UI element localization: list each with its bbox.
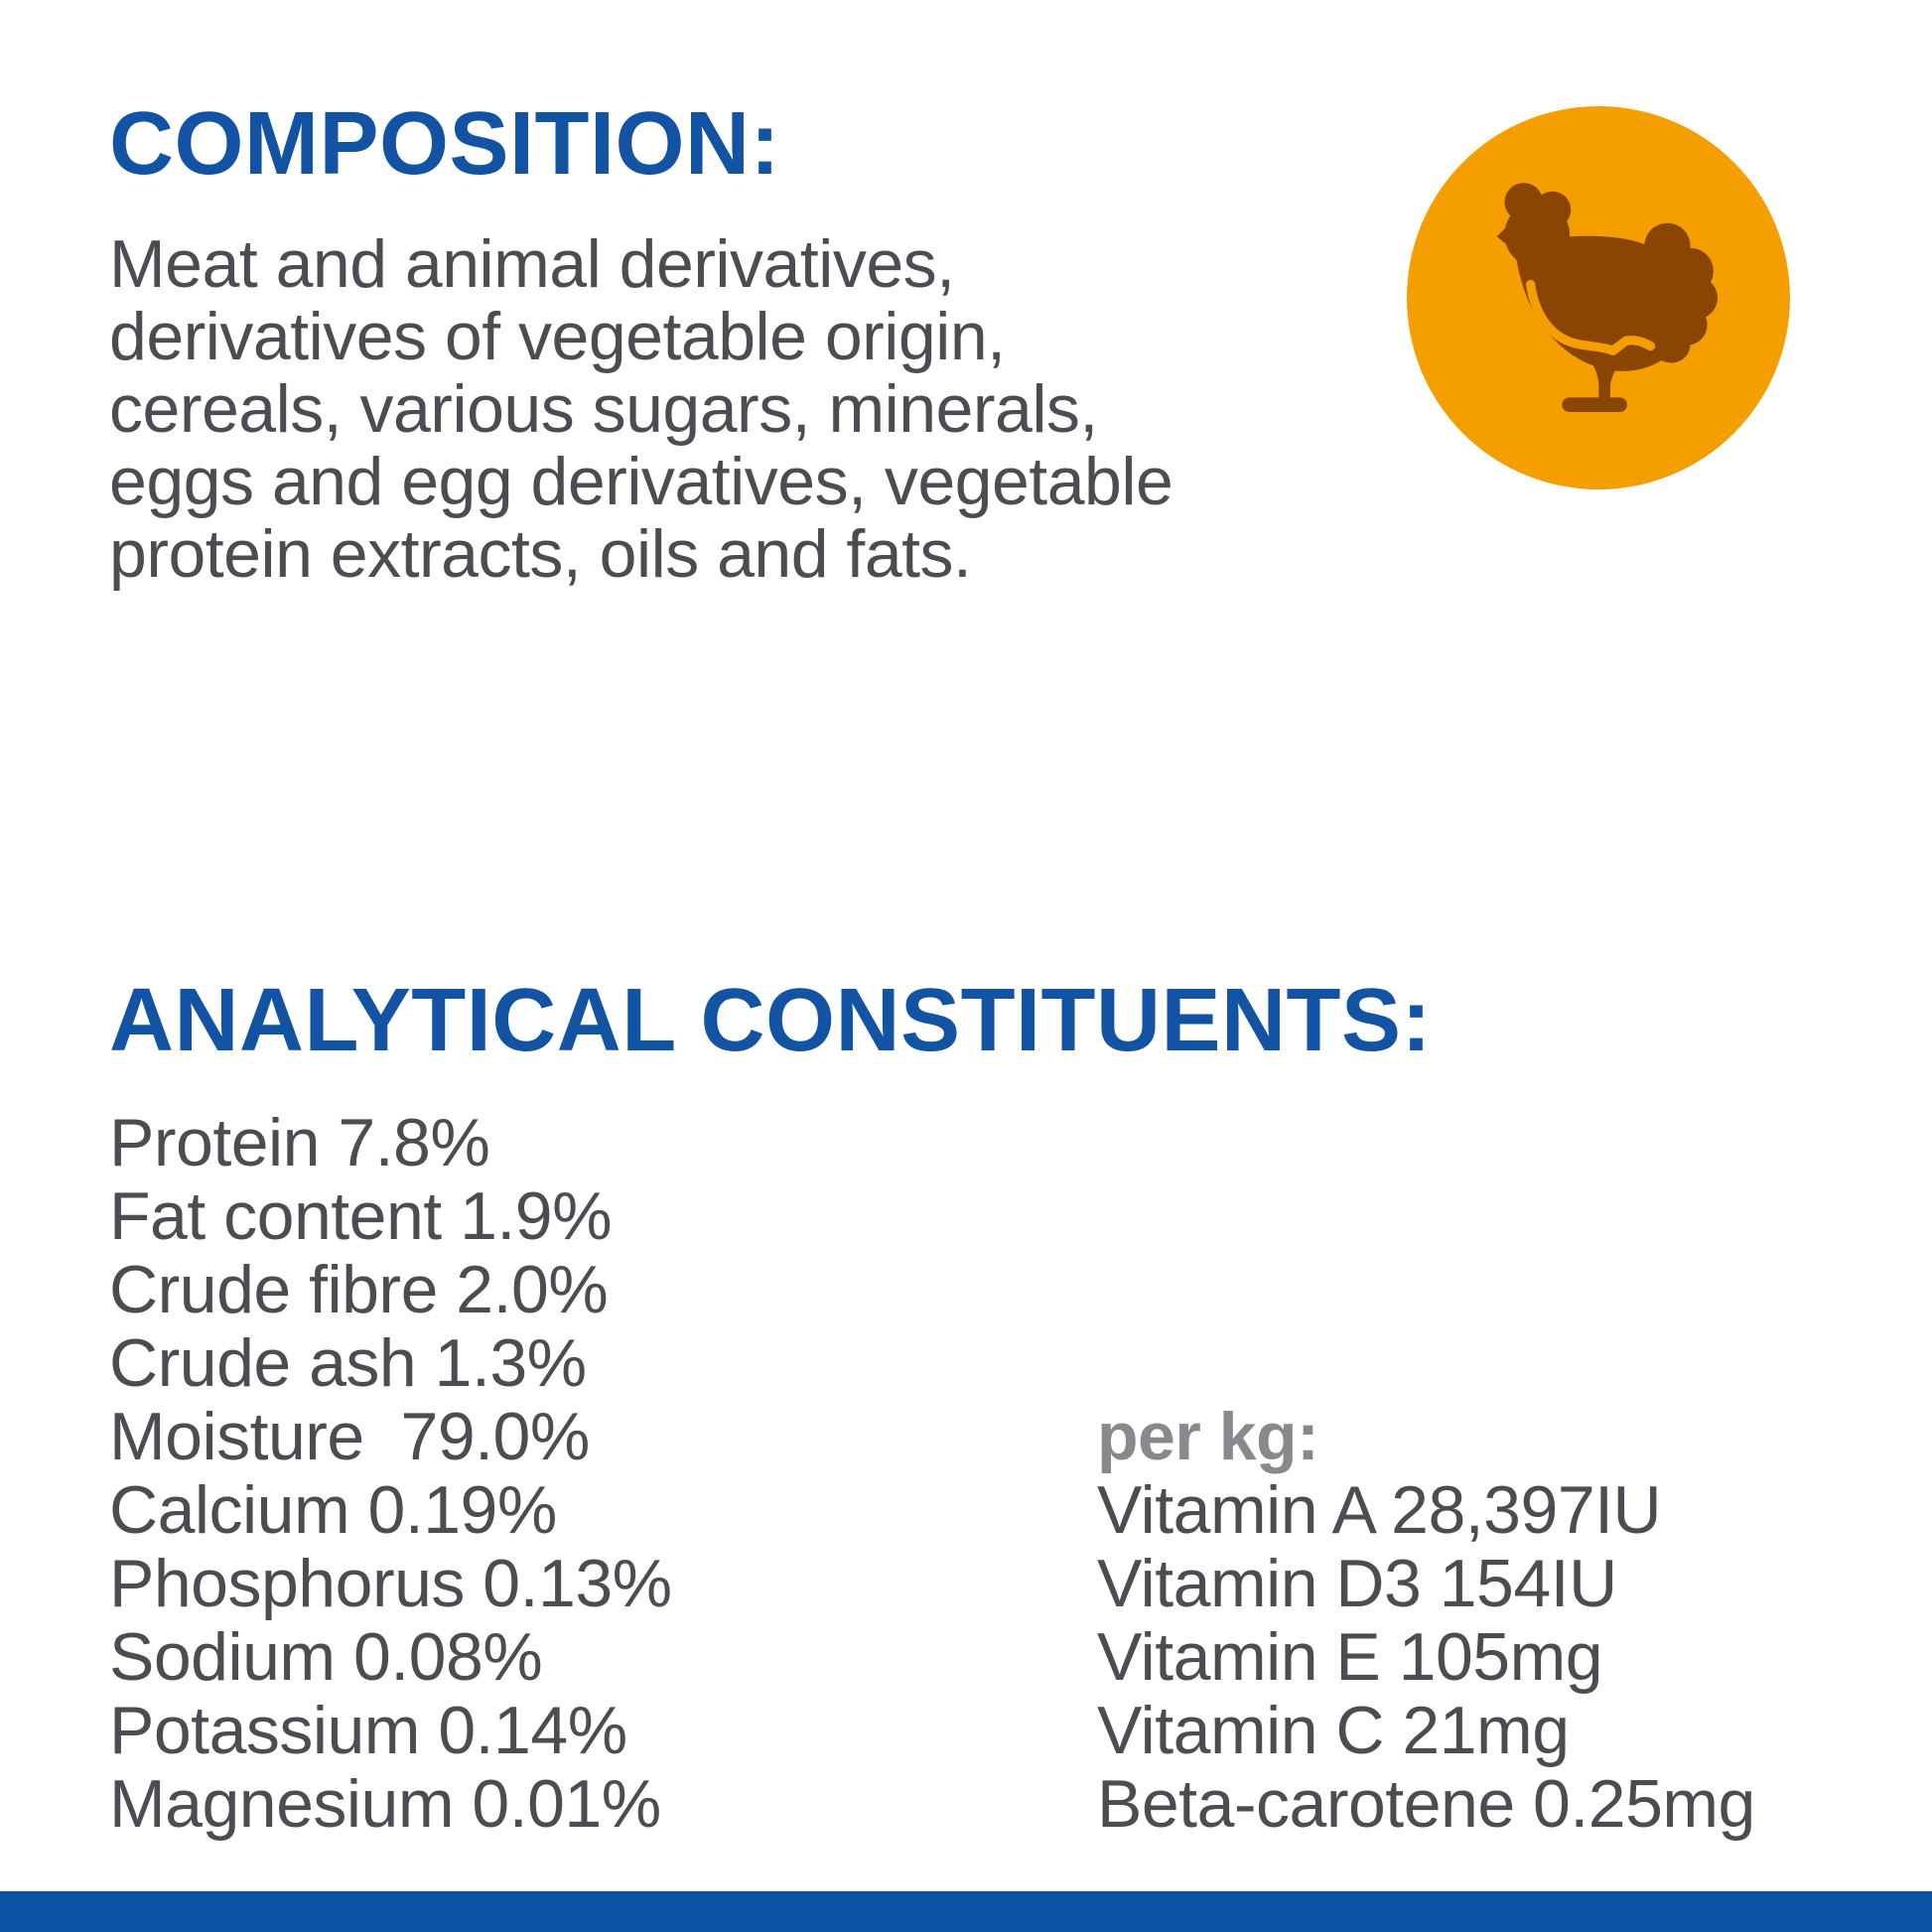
chicken-badge (1407, 106, 1790, 489)
analytical-item: Magnesium 0.01% (109, 1766, 661, 1842)
analytical-item: Crude fibre 2.0% (109, 1252, 609, 1327)
chicken-icon (1407, 106, 1790, 489)
analytical-item: Crude ash 1.3% (109, 1325, 587, 1401)
analytical-item: Phosphorus 0.13% (109, 1546, 672, 1621)
per-kg-item: Beta-carotene 0.25mg (1097, 1766, 1755, 1842)
analytical-item: Sodium 0.08% (109, 1619, 543, 1695)
per-kg-item: Vitamin D3 154IU (1097, 1546, 1617, 1621)
analytical-heading: ANALYTICAL CONSTITUENTS: (109, 971, 1433, 1070)
composition-line: protein extracts, oils and fats. (109, 516, 972, 592)
composition-line: eggs and egg derivatives, vegetable (109, 444, 1173, 519)
composition-body: Meat and animal derivatives, derivatives… (109, 228, 1173, 591)
per-kg-item: Vitamin E 105mg (1097, 1619, 1603, 1695)
composition-heading: COMPOSITION: (109, 94, 780, 194)
composition-line: Meat and animal derivatives, (109, 226, 955, 302)
composition-line: derivatives of vegetable origin, (109, 299, 1006, 374)
analytical-item: Fat content 1.9% (109, 1178, 613, 1254)
analytical-item: Protein 7.8% (109, 1105, 490, 1180)
analytical-item: Moisture 79.0% (109, 1399, 590, 1474)
per-kg-item: Vitamin C 21mg (1097, 1693, 1570, 1768)
per-kg-item: Vitamin A 28,397IU (1097, 1472, 1662, 1548)
analytical-item: Potassium 0.14% (109, 1693, 627, 1768)
analytical-list: Protein 7.8% Fat content 1.9% Crude fibr… (109, 1106, 672, 1841)
per-kg-heading: per kg: (1097, 1399, 1319, 1474)
analytical-item: Calcium 0.19% (109, 1472, 557, 1548)
bottom-accent-bar (0, 1891, 1932, 1932)
per-kg-list: per kg: Vitamin A 28,397IU Vitamin D3 15… (1097, 1400, 1755, 1841)
composition-line: cereals, various sugars, minerals, (109, 371, 1098, 447)
